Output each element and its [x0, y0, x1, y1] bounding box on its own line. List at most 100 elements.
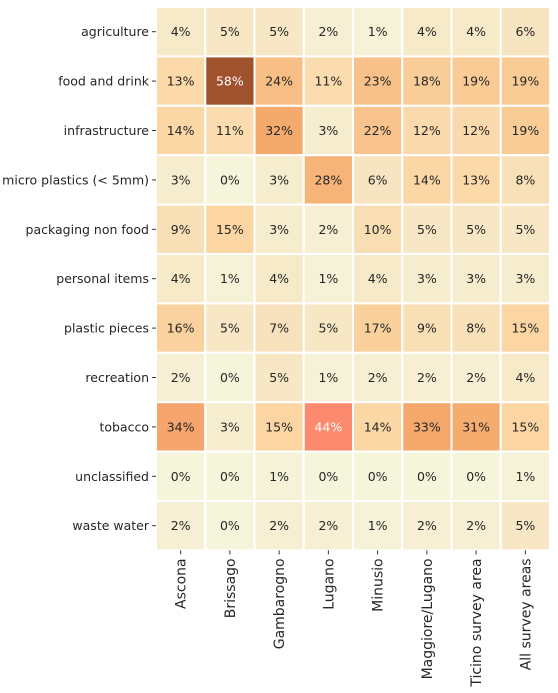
heatmap-cell	[499, 500, 551, 552]
heatmap-cell	[499, 253, 551, 305]
heatmap-cells: 4% 5% 5% 2% 1% 4% 4% 6% 13% 58% 24% 11% 23% 18% 19% 19%…	[155, 6, 551, 552]
heatmap-cell	[352, 302, 404, 354]
row-label: personal items	[56, 271, 149, 286]
cell-value-label: 2%	[171, 370, 191, 385]
row-label: waste water	[72, 518, 149, 533]
cell-value-label: 0%	[220, 172, 240, 187]
cell-value-label: 2%	[171, 518, 191, 533]
cell-value-label: 28%	[314, 172, 342, 187]
heatmap-cell	[352, 450, 404, 503]
heatmap-cell	[499, 55, 551, 107]
cell-value-label: 44%	[314, 419, 342, 434]
cell-value-label: 14%	[167, 123, 195, 138]
heatmap-cell	[499, 104, 551, 157]
column-label: All survey areas	[518, 558, 534, 670]
column-label: Ticino survey area	[469, 558, 485, 687]
row-label: packaging non food	[26, 222, 149, 237]
cell-value-label: 2%	[318, 24, 338, 39]
cell-value-label: 4%	[269, 271, 289, 286]
heatmap-cell	[253, 302, 305, 354]
cell-value-label: 1%	[220, 271, 240, 286]
cell-value-label: 15%	[511, 321, 539, 336]
cell-value-label: 2%	[417, 518, 437, 533]
column-label: Ascona	[174, 558, 190, 609]
cell-value-label: 32%	[265, 123, 293, 138]
heatmap-cell	[401, 55, 453, 107]
heatmap-cell	[204, 302, 256, 354]
cell-value-label: 11%	[216, 123, 244, 138]
row-label: micro plastics (< 5mm)	[2, 172, 149, 187]
cell-value-label: 1%	[269, 469, 289, 484]
heatmap-cell	[450, 500, 502, 552]
heatmap-cell	[302, 55, 354, 107]
cell-value-label: 2%	[466, 518, 486, 533]
heatmap-cell	[499, 302, 551, 354]
cell-value-label: 4%	[171, 24, 191, 39]
heatmap-cell	[204, 401, 256, 453]
cell-value-label: 2%	[318, 518, 338, 533]
heatmap-cell	[401, 302, 453, 354]
cell-value-label: 0%	[220, 370, 240, 385]
cell-value-label: 8%	[466, 321, 486, 336]
cell-value-label: 14%	[413, 172, 441, 187]
cell-value-label: 6%	[515, 24, 535, 39]
cell-value-label: 5%	[220, 24, 240, 39]
cell-value-label: 2%	[466, 370, 486, 385]
heatmap-cell	[253, 401, 305, 453]
cell-value-label: 5%	[466, 222, 486, 237]
heatmap-cell	[302, 401, 354, 453]
cell-value-label: 0%	[220, 469, 240, 484]
cell-value-label: 9%	[171, 222, 191, 237]
heatmap-cell	[352, 104, 404, 157]
cell-value-label: 15%	[216, 222, 244, 237]
column-label: Minusio	[371, 558, 387, 611]
cell-value-label: 9%	[417, 321, 437, 336]
cell-value-label: 7%	[269, 321, 289, 336]
heatmap-cell	[155, 450, 207, 503]
cell-value-label: 19%	[462, 74, 490, 89]
column-labels: Ascona Brissago Gambarogno Lugano Minusio Mag…	[174, 550, 534, 688]
cell-value-label: 4%	[515, 370, 535, 385]
cell-value-label: 5%	[515, 222, 535, 237]
cell-value-label: 0%	[417, 469, 437, 484]
cell-value-label: 2%	[417, 370, 437, 385]
column-label: Maggiore/Lugano	[420, 558, 436, 679]
heatmap-cell	[450, 104, 502, 157]
cell-value-label: 2%	[318, 222, 338, 237]
cell-value-label: 0%	[171, 469, 191, 484]
cell-value-label: 0%	[318, 469, 338, 484]
cell-value-label: 8%	[515, 172, 535, 187]
heatmap-cell	[253, 351, 305, 404]
heatmap-cell	[253, 450, 305, 503]
cell-value-label: 3%	[171, 172, 191, 187]
heatmap-cell	[352, 154, 404, 206]
heatmap-cell	[450, 154, 502, 206]
heatmap-cell	[499, 450, 551, 503]
row-label: food and drink	[58, 74, 150, 89]
cell-value-label: 13%	[462, 172, 490, 187]
cell-value-label: 24%	[265, 74, 293, 89]
heatmap-cell	[401, 253, 453, 305]
heatmap-cell	[204, 55, 256, 107]
cell-value-label: 5%	[515, 518, 535, 533]
cell-value-label: 4%	[466, 24, 486, 39]
row-label: infrastructure	[64, 123, 150, 138]
cell-value-label: 6%	[368, 172, 388, 187]
cell-value-label: 3%	[220, 419, 240, 434]
cell-value-label: 3%	[466, 271, 486, 286]
heatmap-cell	[499, 6, 551, 58]
cell-value-label: 15%	[265, 419, 293, 434]
heatmap-cell	[401, 104, 453, 157]
cell-value-label: 14%	[364, 419, 392, 434]
cell-value-label: 10%	[364, 222, 392, 237]
cell-value-label: 1%	[318, 370, 338, 385]
heatmap-cell	[499, 351, 551, 404]
cell-value-label: 15%	[511, 419, 539, 434]
cell-value-label: 34%	[167, 419, 195, 434]
heatmap-cell	[450, 302, 502, 354]
cell-value-label: 16%	[167, 321, 195, 336]
cell-value-label: 13%	[167, 74, 195, 89]
heatmap-cell	[253, 154, 305, 206]
cell-value-label: 5%	[269, 24, 289, 39]
